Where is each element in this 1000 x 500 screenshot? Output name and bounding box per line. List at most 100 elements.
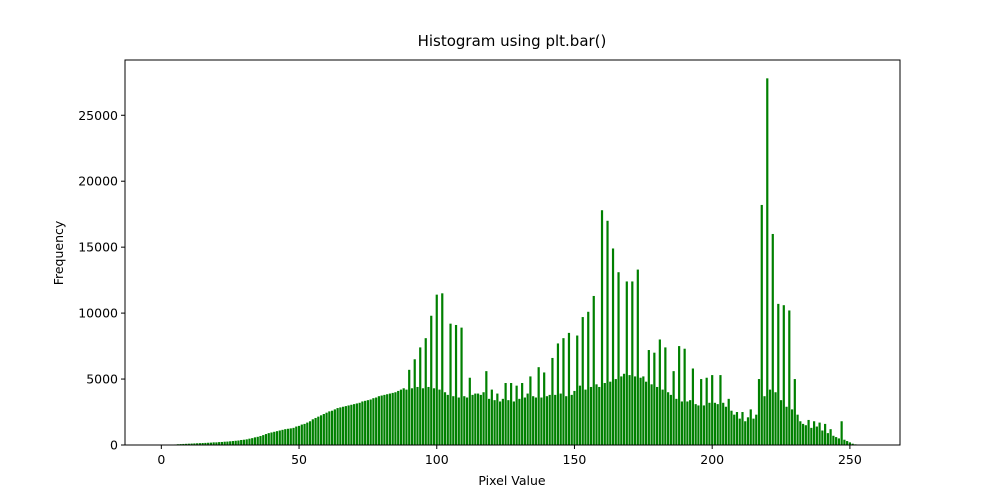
bar xyxy=(490,389,493,445)
bar xyxy=(526,393,529,445)
bar xyxy=(746,417,750,445)
bar xyxy=(551,357,554,445)
bar xyxy=(837,438,840,445)
bar xyxy=(532,396,535,445)
bar xyxy=(234,440,237,445)
bar xyxy=(631,281,634,445)
bar xyxy=(790,409,794,445)
bar xyxy=(768,389,772,445)
bar xyxy=(611,248,615,445)
bar xyxy=(669,394,672,445)
bar xyxy=(843,439,846,445)
bar xyxy=(722,402,725,445)
bar xyxy=(766,78,769,445)
bar xyxy=(730,410,733,445)
bar xyxy=(617,272,620,445)
bar xyxy=(724,406,728,445)
bar xyxy=(760,204,763,445)
bar xyxy=(672,371,675,445)
bar xyxy=(485,371,488,445)
bar xyxy=(380,395,383,445)
bar xyxy=(565,396,568,445)
bar xyxy=(493,400,496,445)
bar xyxy=(647,350,650,445)
x-tick-label: 200 xyxy=(700,452,724,467)
bar xyxy=(595,384,598,445)
bar xyxy=(793,379,796,445)
bar xyxy=(584,389,587,445)
axes-frame xyxy=(124,59,901,446)
bar xyxy=(567,332,571,445)
bar xyxy=(204,442,207,445)
bar xyxy=(537,367,540,445)
bar xyxy=(741,412,744,445)
bar xyxy=(779,400,783,445)
bar xyxy=(289,428,292,445)
x-tick-label: 0 xyxy=(157,452,165,467)
bar xyxy=(678,346,681,445)
bar xyxy=(796,414,799,445)
bar xyxy=(185,443,188,445)
chart-title: Histogram using plt.bar() xyxy=(418,32,607,50)
bar xyxy=(523,397,526,445)
bar xyxy=(297,425,301,445)
bar xyxy=(449,323,452,445)
bar xyxy=(245,439,248,445)
bar xyxy=(771,233,774,445)
bar xyxy=(545,396,549,445)
bar xyxy=(358,402,361,445)
bar xyxy=(622,373,626,445)
bar xyxy=(237,440,240,445)
bar xyxy=(215,442,218,445)
bar xyxy=(432,388,436,445)
bar xyxy=(810,427,813,445)
bar xyxy=(474,393,477,445)
bar xyxy=(306,422,309,445)
bar xyxy=(529,376,532,445)
bar xyxy=(251,438,254,445)
bar xyxy=(375,397,378,445)
bar xyxy=(581,317,584,445)
bar xyxy=(339,407,342,445)
bar xyxy=(487,398,491,445)
bar xyxy=(190,443,193,445)
bar xyxy=(587,311,590,445)
bar xyxy=(788,310,791,445)
bar xyxy=(286,428,290,445)
bar xyxy=(507,400,510,445)
bar xyxy=(774,392,777,445)
bar xyxy=(369,399,372,445)
y-tick-label: 25000 xyxy=(78,108,118,123)
x-tick-label: 250 xyxy=(838,452,862,467)
bar xyxy=(501,398,504,445)
bar xyxy=(421,388,425,445)
bar xyxy=(540,397,543,445)
bar xyxy=(840,421,843,445)
bar xyxy=(427,386,430,445)
bar xyxy=(735,412,739,445)
bar xyxy=(606,220,609,445)
bar xyxy=(782,305,785,445)
bar xyxy=(397,390,400,445)
bar xyxy=(625,281,628,445)
x-tick-label: 50 xyxy=(291,452,307,467)
bar xyxy=(281,429,284,445)
bar xyxy=(364,400,367,445)
bar xyxy=(556,343,560,445)
bar xyxy=(562,338,565,445)
bar xyxy=(452,396,455,445)
bar xyxy=(521,383,524,445)
bar xyxy=(262,435,265,445)
bar xyxy=(325,412,328,445)
bar xyxy=(499,401,502,445)
bar xyxy=(198,443,201,445)
bar xyxy=(686,401,689,445)
bar xyxy=(749,409,752,445)
bar xyxy=(391,392,394,445)
bar xyxy=(193,443,196,445)
bar xyxy=(223,441,226,445)
bar xyxy=(361,401,364,445)
bar xyxy=(639,377,642,445)
bar xyxy=(664,347,667,445)
